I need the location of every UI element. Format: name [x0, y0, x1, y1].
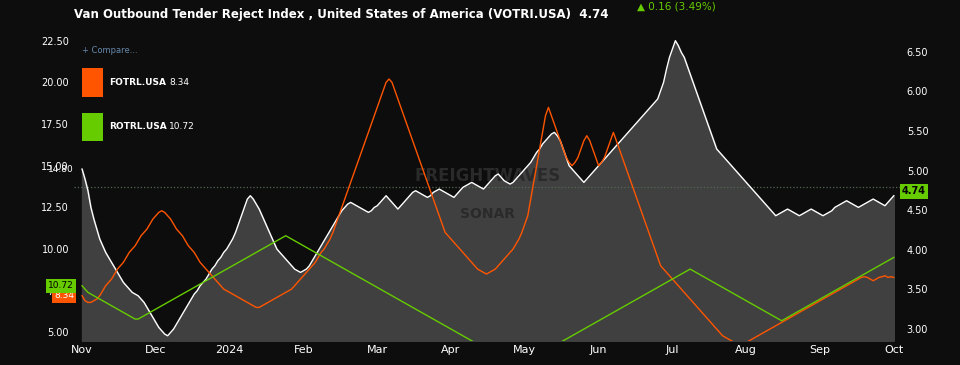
- Text: ▲ 0.16 (3.49%): ▲ 0.16 (3.49%): [637, 1, 716, 11]
- FancyBboxPatch shape: [83, 68, 103, 97]
- Text: 10.72: 10.72: [169, 123, 195, 131]
- Text: FREIGHTWAVES: FREIGHTWAVES: [415, 167, 561, 185]
- Text: 14.80: 14.80: [48, 165, 74, 173]
- Text: 4.74: 4.74: [902, 186, 926, 196]
- Text: + Compare...: + Compare...: [83, 46, 138, 55]
- FancyBboxPatch shape: [83, 113, 103, 141]
- Text: 8.34: 8.34: [169, 78, 189, 87]
- Text: 10.72: 10.72: [48, 281, 74, 290]
- Text: Van Outbound Tender Reject Index , United States of America (VOTRI.USA)  4.74: Van Outbound Tender Reject Index , Unite…: [74, 8, 609, 22]
- Text: SONAR: SONAR: [461, 207, 516, 221]
- Text: ROTRL.USA: ROTRL.USA: [108, 123, 166, 131]
- Text: FOTRL.USA: FOTRL.USA: [108, 78, 166, 87]
- Text: 8.34: 8.34: [54, 291, 74, 300]
